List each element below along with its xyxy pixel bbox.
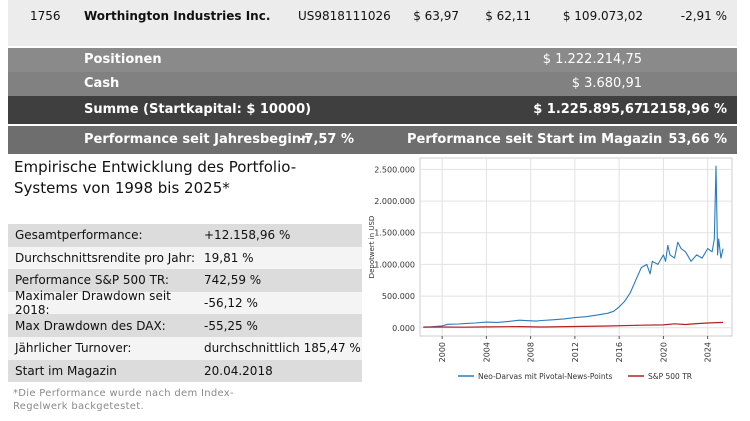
y-axis-label: Depotwert in USD xyxy=(368,216,376,279)
total-label: Summe (Startkapital: $ 10000) xyxy=(84,102,312,117)
total-percent: 12158,96 % xyxy=(641,102,727,117)
stat-row: Performance S&P 500 TR: 742,59 % xyxy=(8,269,362,292)
stat-row: Gesamtperformance: +12.158,96 % xyxy=(8,224,362,247)
stat-value: -56,12 % xyxy=(204,296,258,311)
stat-row: Max Drawdown des DAX: -55,25 % xyxy=(8,314,362,337)
stat-label: Jährlicher Turnover: xyxy=(15,341,132,356)
stat-value: +12.158,96 % xyxy=(204,228,291,243)
legend-neo-label: Neo-Darvas mit Pivotal-News-Points xyxy=(478,372,613,381)
cash-label: Cash xyxy=(84,76,120,91)
stat-value: 742,59 % xyxy=(204,273,262,288)
sp500-line xyxy=(423,321,724,328)
x-tick-label: 2012 xyxy=(571,342,580,362)
y-tick-label: 500.000 xyxy=(382,292,415,301)
holding-rank: 1756 xyxy=(30,9,61,23)
positions-value: $ 1.222.214,75 xyxy=(542,52,642,67)
cash-row: Cash $ 3.680,91 xyxy=(8,72,737,96)
perf-ytd-value: -7,57 % xyxy=(299,132,355,147)
x-tick-label: 2008 xyxy=(527,342,536,362)
panel-title: Empirische Entwicklung des Portfolio-Sys… xyxy=(14,158,297,197)
holding-value: $ 109.073,02 xyxy=(562,9,643,23)
plot-area xyxy=(419,157,733,337)
stat-value: durchschnittlich 185,47 % xyxy=(204,341,361,356)
perf-ytd-label: Performance seit Jahresbeginn xyxy=(84,132,311,147)
positions-row: Positionen $ 1.222.214,75 xyxy=(8,48,737,72)
y-tick-label: 1.000.000 xyxy=(374,260,415,269)
performance-row: Performance seit Jahresbeginn -7,57 % Pe… xyxy=(8,126,737,154)
perf-start-value: 53,66 % xyxy=(668,132,727,147)
neo-darvas-line xyxy=(423,165,724,328)
perf-start-label: Performance seit Start im Magazin xyxy=(407,132,663,147)
stat-label: Gesamtperformance: xyxy=(15,228,143,243)
legend-sp-label: S&P 500 TR xyxy=(648,372,692,381)
total-row: Summe (Startkapital: $ 10000) $ 1.225.89… xyxy=(8,96,737,124)
cash-value: $ 3.680,91 xyxy=(571,76,642,91)
stat-value: 20.04.2018 xyxy=(204,363,273,378)
stat-row: Durchschnittsrendite pro Jahr: 19,81 % xyxy=(8,246,362,270)
holding-isin: US9818111026 xyxy=(298,9,391,23)
positions-label: Positionen xyxy=(84,52,162,67)
stat-value: -55,25 % xyxy=(204,318,258,333)
y-tick-label: 1.500.000 xyxy=(374,229,415,238)
footnote: *Die Performance wurde nach dem Index-Re… xyxy=(13,388,234,412)
stat-label: Durchschnittsrendite pro Jahr: xyxy=(15,250,195,265)
stat-row: Jährlicher Turnover: durchschnittlich 185… xyxy=(8,336,362,360)
stat-label: Maximaler Drawdown seit 2018: xyxy=(15,289,171,318)
stats-table: Gesamtperformance: +12.158,96 % Durchschn… xyxy=(8,224,362,383)
holding-row[interactable]: 1756 Worthington Industries Inc. US98181… xyxy=(8,0,737,46)
x-tick-label: 2016 xyxy=(615,342,624,362)
x-tick-label: 2004 xyxy=(482,342,491,362)
stat-row: Maximaler Drawdown seit 2018: -56,12 % xyxy=(8,289,362,318)
stat-value: 19,81 % xyxy=(204,250,254,265)
y-tick-label: 2.500.000 xyxy=(374,165,415,174)
y-tick-label: 2.000.000 xyxy=(374,197,415,206)
holding-change: -2,91 % xyxy=(680,9,727,23)
stat-label: Start im Magazin xyxy=(15,363,117,378)
holding-price-1: $ 63,97 xyxy=(413,9,459,23)
stat-row: Start im Magazin 20.04.2018 xyxy=(8,359,362,383)
holding-name: Worthington Industries Inc. xyxy=(84,9,271,23)
x-tick-label: 2000 xyxy=(438,342,447,362)
stat-label: Performance S&P 500 TR: xyxy=(15,273,169,288)
x-tick-label: 2024 xyxy=(704,342,713,362)
total-value: $ 1.225.895,67 xyxy=(533,102,643,117)
stat-label: Max Drawdown des DAX: xyxy=(15,318,166,333)
x-tick-label: 2020 xyxy=(659,342,668,362)
y-tick-label: 0.000 xyxy=(392,324,415,333)
holding-price-2: $ 62,11 xyxy=(485,9,531,23)
portfolio-chart: 0.000 500.000 1.000.000 1.500.000 2.000.000 2… xyxy=(362,154,740,418)
